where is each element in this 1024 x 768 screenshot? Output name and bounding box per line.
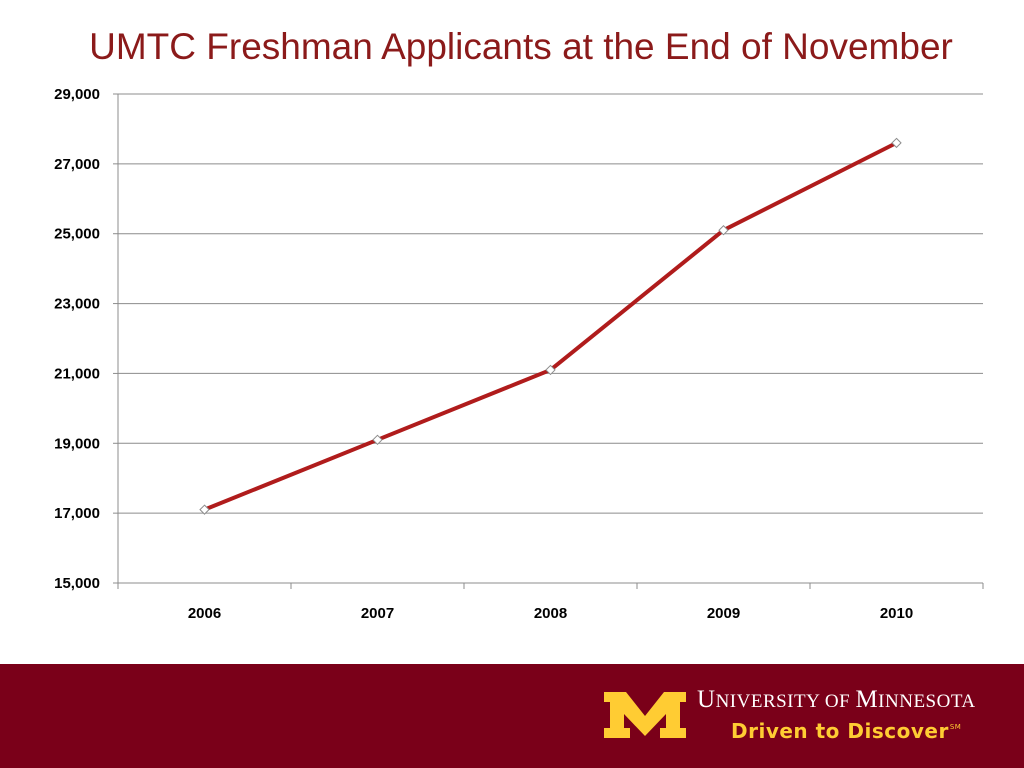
- x-tick-labels: 2006 2007 2008 2009 2010: [188, 605, 913, 622]
- y-tick-label: 23,000: [54, 296, 100, 313]
- univ-of: OF: [819, 691, 856, 712]
- y-tick-label: 19,000: [54, 435, 100, 452]
- series-line: [202, 140, 899, 512]
- y-tick-label: 25,000: [54, 226, 100, 243]
- y-tick-label: 21,000: [54, 365, 100, 382]
- gridlines: [118, 93, 983, 514]
- y-tick-labels: 15,000 17,000 19,000 21,000 23,000 25,000 27,0…: [54, 86, 100, 592]
- y-tick-label: 29,000: [54, 86, 100, 103]
- univ-initial-m: M: [855, 686, 879, 713]
- y-tick-label: 15,000: [54, 575, 100, 592]
- university-m-logo-icon: [604, 692, 686, 738]
- university-name: UNIVERSITY OF MINNESOTA: [697, 686, 976, 714]
- line-chart: 15,000 17,000 19,000 21,000 23,000 25,000 27,0…: [54, 86, 984, 622]
- tagline-text: Driven to Discover: [731, 719, 949, 743]
- axes: [113, 93, 984, 589]
- x-tick-label: 2007: [361, 605, 394, 622]
- series-lines: [202, 140, 899, 512]
- x-tick-label: 2006: [188, 605, 221, 622]
- footer-band: [0, 664, 1024, 768]
- data-point-marker: [545, 364, 556, 376]
- univ-rest-niversity: NIVERSITY: [715, 691, 820, 712]
- data-point-marker: [891, 137, 902, 149]
- y-tick-label: 17,000: [54, 505, 100, 522]
- data-point-marker: [718, 225, 729, 236]
- univ-rest-innesota: INNESOTA: [878, 691, 976, 712]
- slide-title: UMTC Freshman Applicants at the End of N…: [89, 26, 953, 67]
- univ-initial-u: U: [697, 686, 716, 713]
- x-tick-label: 2008: [534, 605, 567, 622]
- x-tick-label: 2009: [707, 605, 740, 622]
- x-tick-label: 2010: [880, 605, 913, 622]
- tagline: Driven to DiscoverSM: [731, 719, 961, 743]
- data-point-marker: [372, 434, 383, 445]
- y-tick-label: 27,000: [54, 156, 100, 173]
- data-point-marker: [199, 504, 210, 515]
- data-point-markers: [199, 137, 902, 515]
- service-mark: SM: [949, 723, 962, 731]
